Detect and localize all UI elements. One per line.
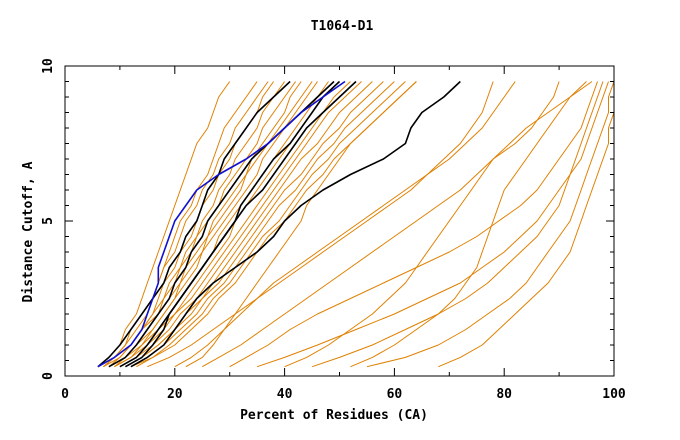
series-line-orange-26	[311, 81, 604, 368]
series-line-orange-21	[202, 81, 560, 368]
series-line-orange-5	[103, 81, 286, 368]
series-line-orange-29	[284, 81, 593, 368]
y-axis-label: Distance Cutoff, A	[21, 161, 36, 302]
series-line-orange-23	[256, 81, 609, 368]
series-line-orange-22	[229, 81, 598, 368]
y-tick-label: 0	[41, 372, 56, 380]
x-tick-label: 100	[602, 387, 626, 402]
x-tick-label: 20	[167, 387, 183, 402]
tick-layer: 0 20 40 60 80 100 0 5 10	[41, 58, 626, 402]
y-tick-label: 5	[41, 217, 56, 225]
series-line-black-30	[97, 80, 291, 368]
series-line-orange-20	[174, 81, 516, 368]
series-line-orange-17	[130, 81, 406, 368]
series-line-orange-13	[119, 81, 362, 368]
x-tick-label: 40	[277, 387, 293, 402]
series-line-orange-2	[97, 81, 258, 368]
series-line-black-34	[130, 80, 461, 368]
series-line-orange-6	[108, 81, 297, 368]
x-tick-label: 60	[387, 387, 403, 402]
series-line-blue-35	[97, 80, 346, 368]
series-line-orange-1	[97, 81, 231, 368]
x-tick-label: 80	[496, 387, 512, 402]
series-line-orange-19	[185, 81, 417, 368]
series-line-black-33	[119, 80, 357, 368]
series-line-orange-28	[147, 81, 494, 368]
x-axis-label: Percent of Residues (CA)	[240, 408, 428, 423]
series-layer	[97, 80, 615, 368]
series-line-orange-12	[119, 81, 351, 368]
series-line-orange-27	[438, 81, 615, 368]
x-tick-label: 0	[61, 387, 69, 402]
series-line-orange-24	[350, 81, 587, 368]
y-tick-label: 10	[41, 58, 56, 74]
chart-title: T1064-D1	[311, 19, 374, 34]
series-line-orange-16	[130, 81, 395, 368]
series-line-orange-25	[366, 81, 615, 368]
